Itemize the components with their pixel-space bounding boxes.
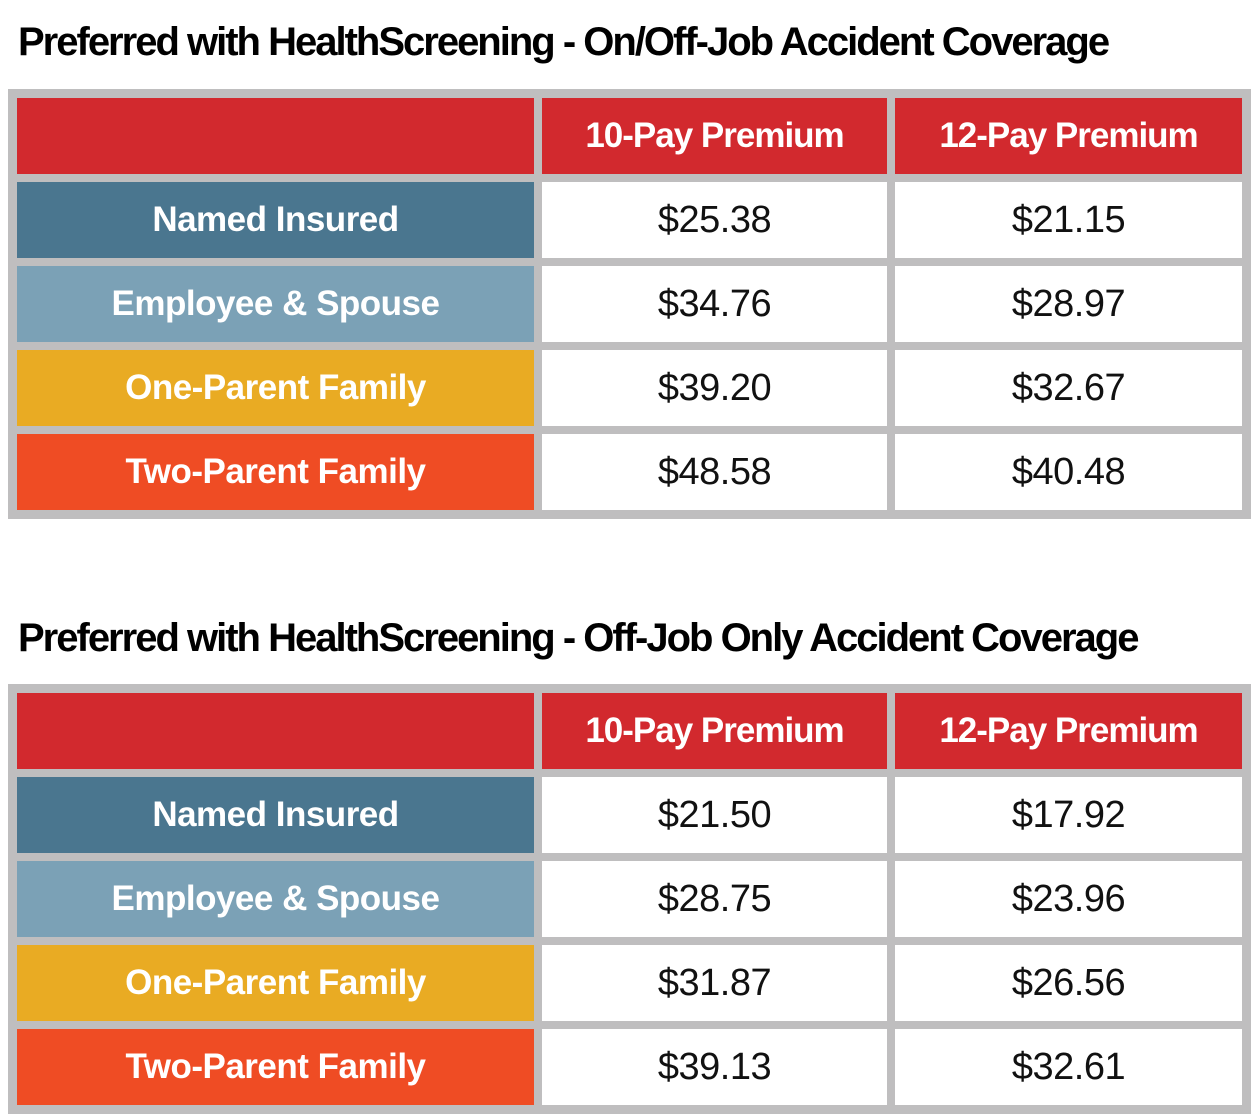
premium-value-cell: $39.13 [542, 1029, 887, 1105]
premium-value-cell: $40.48 [895, 434, 1242, 510]
premium-value-cell: $17.92 [895, 777, 1242, 853]
premium-value-cell: $31.87 [542, 945, 887, 1021]
premium-value-cell: $21.15 [895, 182, 1242, 258]
row-label-two-parent-family: Two-Parent Family [17, 1029, 534, 1105]
column-header-10-pay: 10-Pay Premium [542, 98, 887, 174]
row-label-two-parent-family: Two-Parent Family [17, 434, 534, 510]
premium-value-cell: $32.67 [895, 350, 1242, 426]
table-title-onoff-job: Preferred with HealthScreening - On/Off-… [18, 20, 1110, 64]
column-header-12-pay: 12-Pay Premium [895, 98, 1242, 174]
table-title-offjob-only: Preferred with HealthScreening - Off-Job… [18, 616, 1139, 660]
rate-table-offjob-only: 10-Pay Premium 12-Pay Premium Named Insu… [8, 684, 1251, 1114]
premium-value-cell: $26.56 [895, 945, 1242, 1021]
row-label-one-parent-family: One-Parent Family [17, 350, 534, 426]
premium-value-cell: $28.75 [542, 861, 887, 937]
premium-value-cell: $28.97 [895, 266, 1242, 342]
corner-cell [17, 98, 534, 174]
premium-value-cell: $48.58 [542, 434, 887, 510]
premium-value-cell: $21.50 [542, 777, 887, 853]
row-label-named-insured: Named Insured [17, 777, 534, 853]
column-header-12-pay: 12-Pay Premium [895, 693, 1242, 769]
premium-value-cell: $34.76 [542, 266, 887, 342]
corner-cell [17, 693, 534, 769]
premium-value-cell: $39.20 [542, 350, 887, 426]
rate-table-onoff-job: 10-Pay Premium 12-Pay Premium Named Insu… [8, 89, 1251, 519]
premium-value-cell: $25.38 [542, 182, 887, 258]
premium-value-cell: $32.61 [895, 1029, 1242, 1105]
row-label-one-parent-family: One-Parent Family [17, 945, 534, 1021]
row-label-named-insured: Named Insured [17, 182, 534, 258]
row-label-employee-spouse: Employee & Spouse [17, 861, 534, 937]
row-label-employee-spouse: Employee & Spouse [17, 266, 534, 342]
column-header-10-pay: 10-Pay Premium [542, 693, 887, 769]
premium-value-cell: $23.96 [895, 861, 1242, 937]
